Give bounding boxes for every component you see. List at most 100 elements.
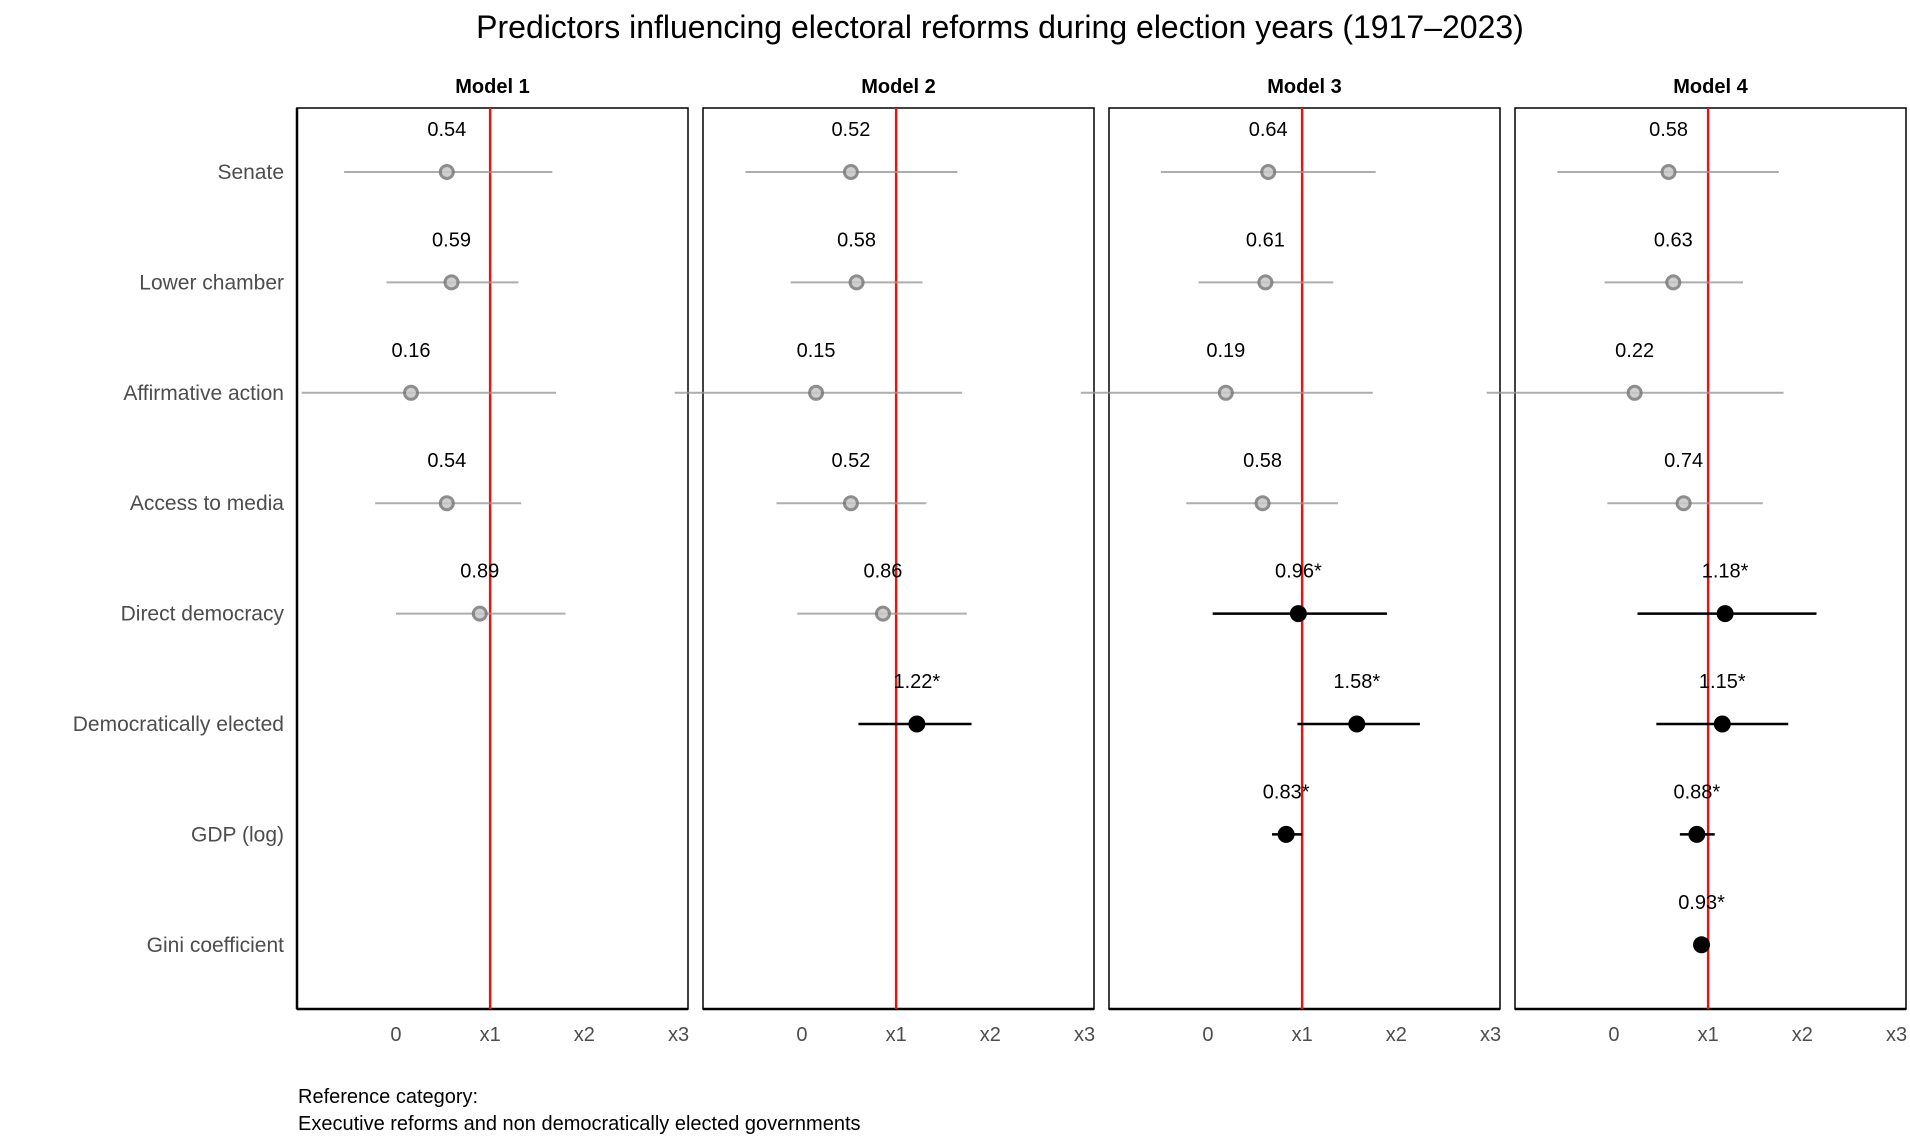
estimate-point [438,495,455,512]
estimate-label: 0.15 [797,340,836,362]
coef-model-3-affirmative-action: 0.19 [1080,340,1373,401]
facet-label-model-1: Model 1 [455,76,529,98]
estimate-point [1626,384,1643,401]
estimate-point [471,605,488,622]
x-tick-label: 0 [1608,1024,1619,1046]
x-tick-label: x2 [1792,1024,1813,1046]
estimate-label: 0.93* [1678,892,1725,914]
y-label-senate: Senate [217,161,284,184]
x-tick-label: x1 [1698,1024,1719,1046]
estimate-label: 0.88* [1673,781,1720,803]
coef-model-3-senate: 0.64 [1160,119,1376,180]
coef-model-2-lower-chamber: 0.58 [790,229,923,291]
panel-model-4: Model 4 0 x1 x2 x3 0.58 0.63 0.22 0.74 1.18* 1.15*… [1486,76,1907,1046]
panel-frame [1108,107,1501,1010]
x-tick-label: x3 [1480,1024,1501,1046]
estimate-label: 0.58 [1649,119,1688,141]
x-tick-label: x2 [1386,1024,1407,1046]
x-tick-label: x1 [480,1024,501,1046]
estimate-point [443,274,460,291]
caption-line-1: Reference category: [298,1086,478,1108]
estimate-point [1348,715,1366,733]
model-panels: Model 10 x1 x2 x30.540.590.160.540.89Model … [295,76,1907,1046]
estimate-label: 1.15* [1699,671,1746,693]
estimate-point [403,384,420,401]
chart-title: Predictors influencing electoral reforms… [476,9,1524,45]
panel-model-1: Model 1 0 x1 x2 x3 0.54 0.59 0.16 0.54 0.89 [295,76,689,1046]
y-label-democratically-elected: Democratically elected [73,713,284,736]
facet-label-model-3: Model 3 [1267,76,1341,98]
estimate-label: 0.83* [1263,781,1310,803]
coef-model-4-democratically-elected: 1.15* [1656,671,1789,733]
estimate-point [842,495,859,512]
coef-model-1-affirmative-action: 0.16 [301,340,557,401]
coef-model-4-gini-coefficient: 0.93* [1678,892,1725,954]
panel-frame [296,107,689,1010]
coef-model-4-access-to-media: 0.74 [1607,450,1763,512]
estimate-label: 0.58 [1243,450,1282,472]
estimate-point [1716,605,1734,623]
coef-model-4-affirmative-action: 0.22 [1486,340,1784,401]
estimate-point [1713,715,1731,733]
estimate-label: 0.89 [460,561,499,583]
estimate-point [438,164,455,180]
estimate-point [1217,384,1234,401]
coef-model-3-lower-chamber: 0.61 [1198,229,1334,291]
panel-frame [702,107,1095,1010]
coef-model-4-lower-chamber: 0.63 [1604,229,1744,291]
x-tick-label: 0 [390,1024,401,1046]
estimate-point [1277,825,1295,843]
y-label-lower-chamber: Lower chamber [139,271,284,294]
estimate-label: 0.96* [1275,561,1322,583]
x-tick-label: x3 [668,1024,689,1046]
estimate-label: 0.54 [427,119,466,141]
estimate-label: 1.18* [1702,561,1749,583]
caption-line-2: Executive reforms and non democratically… [298,1113,861,1135]
coef-model-2-access-to-media: 0.52 [776,450,927,512]
coef-model-3-direct-democracy: 0.96* [1212,561,1387,623]
estimate-label: 0.19 [1206,340,1245,362]
estimate-label: 0.63 [1654,229,1693,251]
facet-label-model-4: Model 4 [1673,76,1748,98]
coef-model-1-access-to-media: 0.54 [375,450,522,512]
estimate-point [808,384,825,401]
estimate-label: 0.59 [432,229,471,251]
y-label-affirmative-action: Affirmative action [123,382,284,405]
estimate-point [874,605,891,622]
estimate-label: 1.58* [1333,671,1380,693]
coef-model-3-democratically-elected: 1.58* [1297,671,1420,733]
y-label-gini-coefficient: Gini coefficient [147,934,285,957]
estimate-label: 0.22 [1615,340,1654,362]
estimate-point [1688,825,1706,843]
estimate-point [1289,605,1307,623]
coef-model-2-democratically-elected: 1.22* [858,671,972,733]
estimate-label: 0.74 [1664,450,1703,472]
estimate-point [1693,936,1711,954]
coef-model-3-access-to-media: 0.58 [1186,450,1338,512]
coef-model-1-lower-chamber: 0.59 [386,229,519,291]
y-axis-labels: Senate Lower chamber Affirmative action Acc… [73,161,285,957]
coef-model-2-direct-democracy: 0.86 [797,561,967,622]
estimate-point [1675,495,1692,512]
estimate-point [842,164,859,180]
x-tick-label: x3 [1886,1024,1907,1046]
estimate-label: 0.16 [392,340,431,362]
panel-frame [1514,107,1907,1010]
estimate-label: 1.22* [894,671,941,693]
coef-model-2-senate: 0.52 [745,119,958,180]
estimate-label: 0.52 [831,450,870,472]
x-tick-label: 0 [1202,1024,1213,1046]
x-tick-label: x1 [886,1024,907,1046]
coef-model-1-senate: 0.54 [344,119,553,180]
caption: Reference category: Executive reforms an… [298,1086,861,1135]
x-tick-label: x2 [574,1024,595,1046]
coef-model-4-senate: 0.58 [1557,119,1779,180]
estimate-label: 0.86 [863,561,902,583]
estimate-point [1660,164,1677,180]
panel-model-3: Model 3 0 x1 x2 x3 0.64 0.61 0.19 0.58 0.96* 1.58*… [1080,76,1501,1046]
estimate-point [848,274,865,291]
coef-model-1-direct-democracy: 0.89 [395,561,566,622]
x-tick-label: 0 [796,1024,807,1046]
estimate-point [1260,164,1277,180]
